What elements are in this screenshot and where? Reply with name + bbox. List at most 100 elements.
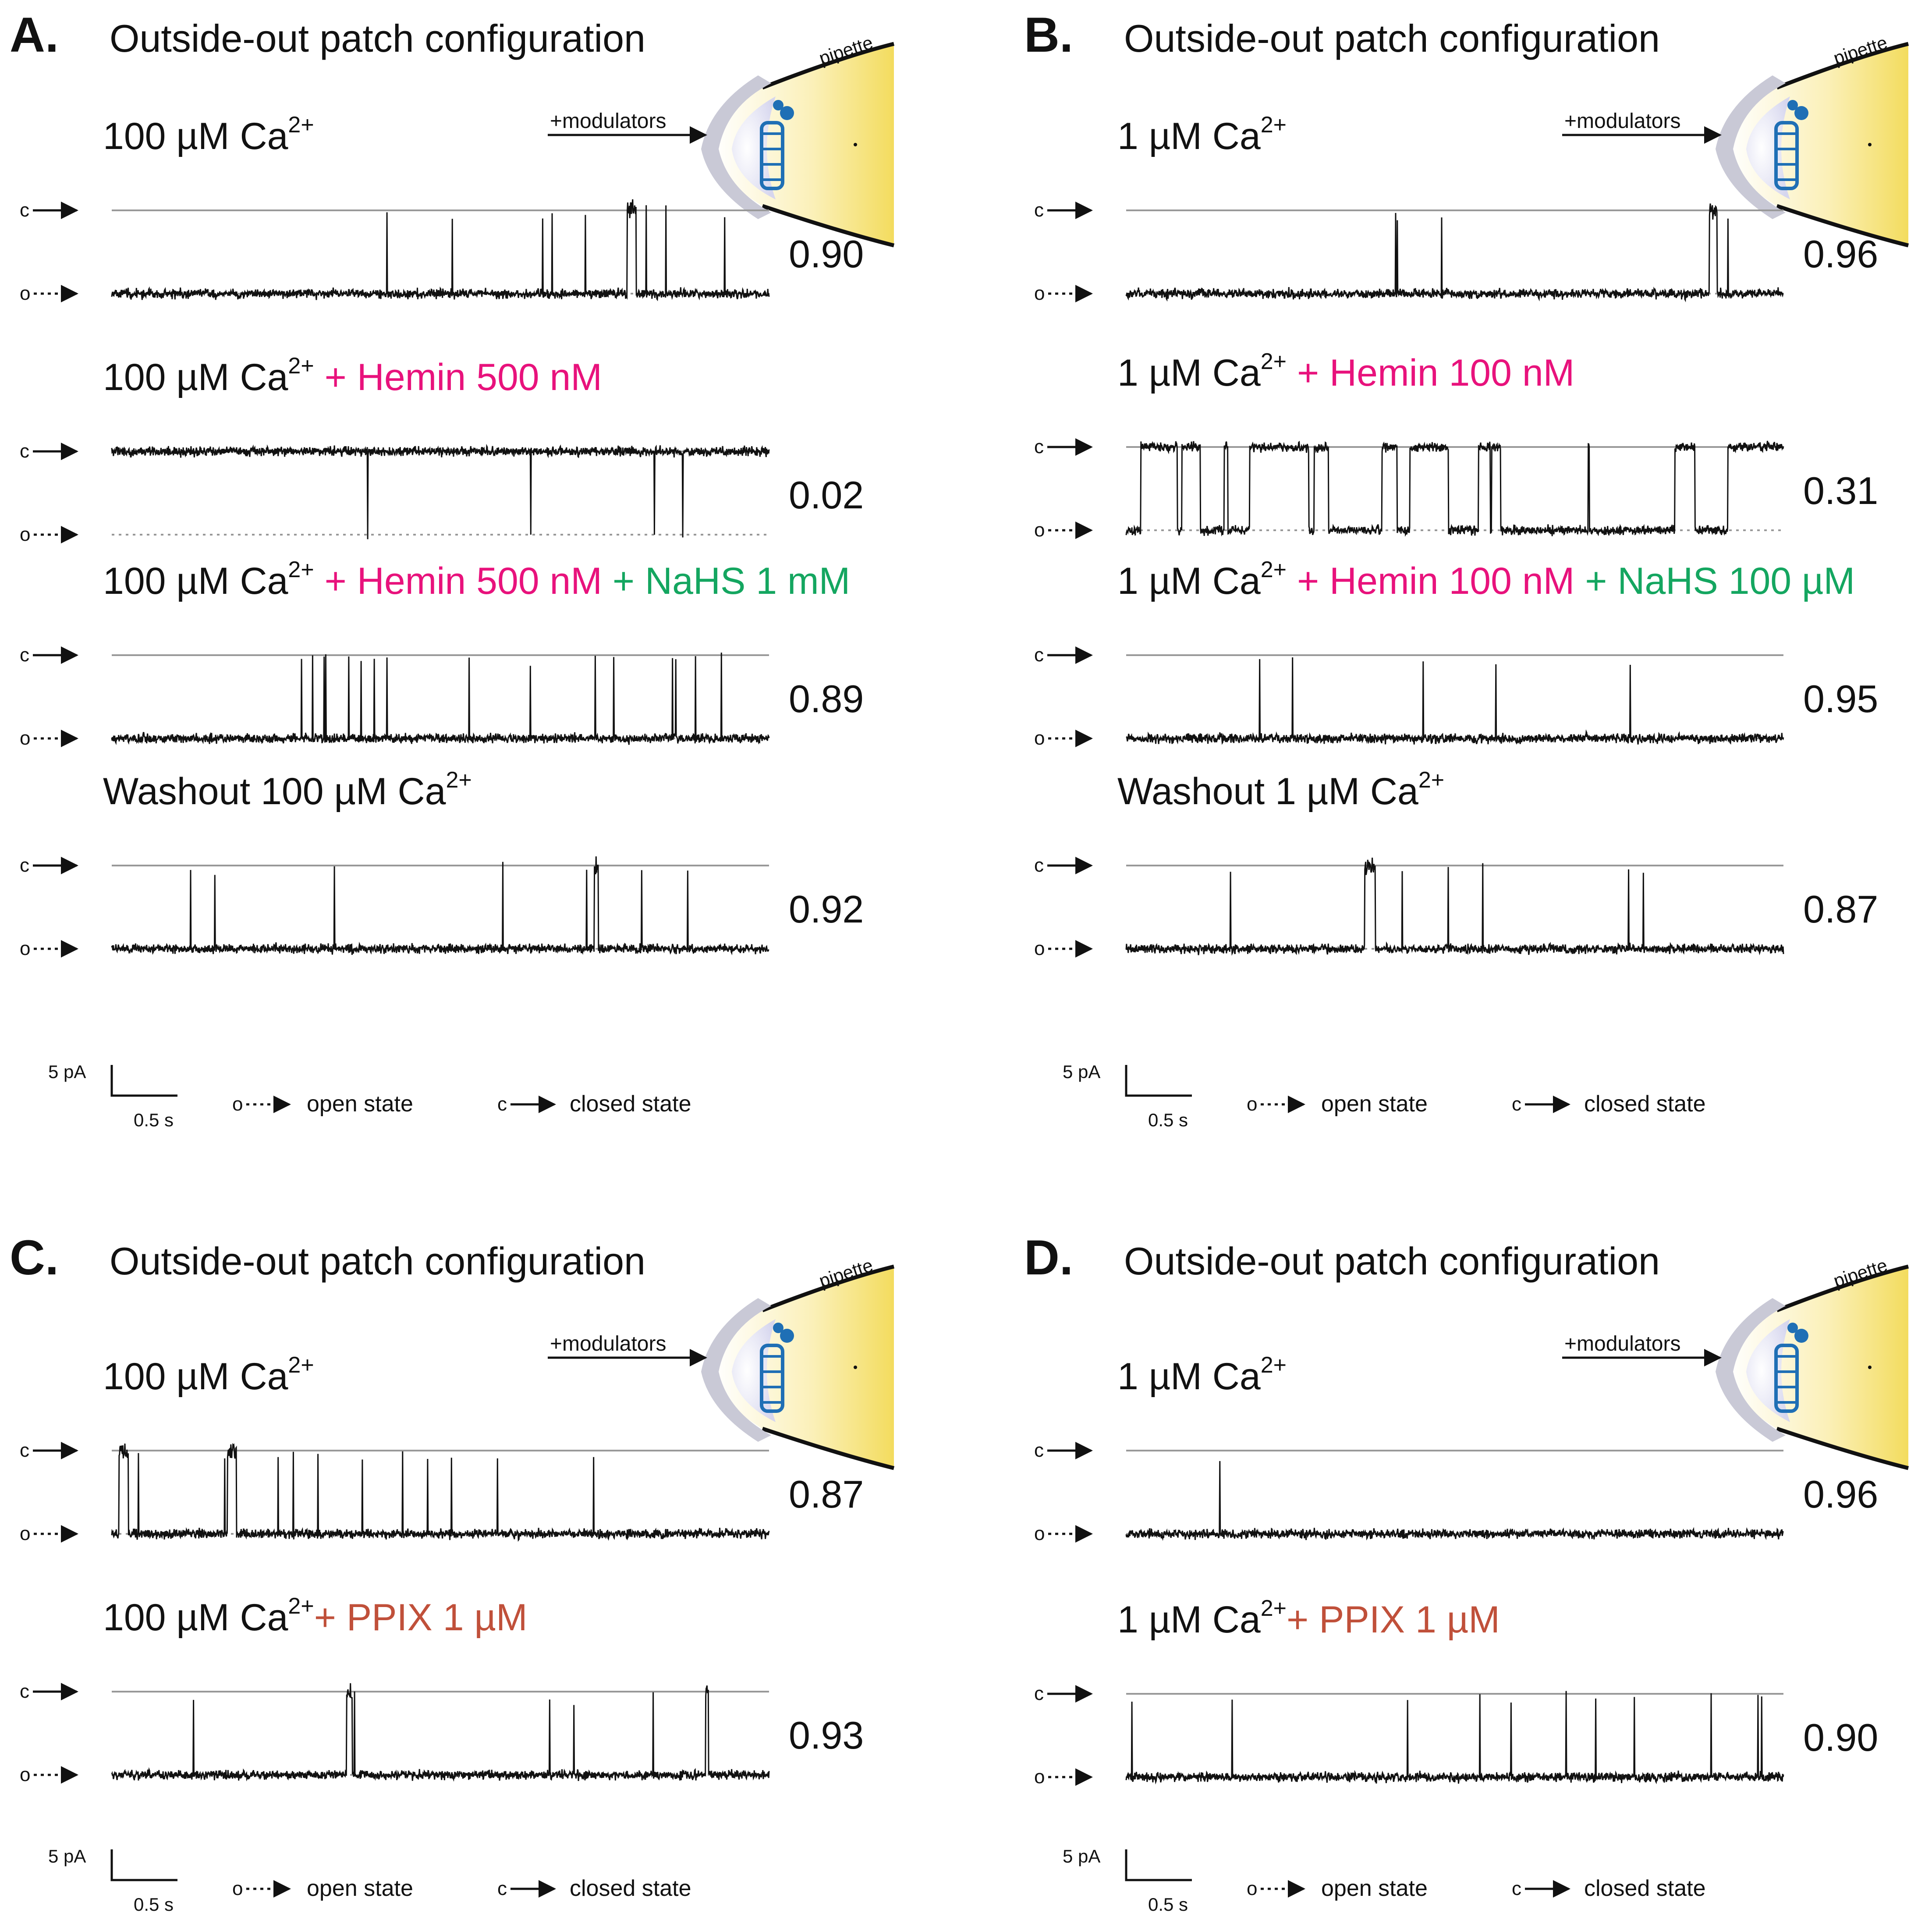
condition-segment: + PPIX 1 µM (1287, 1599, 1500, 1641)
condition-label: 100 µM Ca2+ (103, 112, 314, 157)
panel-c: C. Outside-out patch configuration pipette… (10, 1230, 895, 1915)
condition-segment: + NaHS 100 µM (1574, 560, 1855, 602)
modulators-label: +modulators (550, 110, 666, 133)
condition-segment: 1 µM Ca (1117, 352, 1261, 394)
pipette-schematic: pipette (1716, 32, 1909, 248)
scale-x-label: 0.5 s (134, 1894, 174, 1915)
open-probability-value: 0.87 (789, 1472, 864, 1516)
closed-marker-letter: c (20, 199, 29, 221)
open-marker-letter: o (1034, 1523, 1045, 1544)
closed-marker-letter: c (497, 1093, 507, 1115)
closed-marker-letter: c (497, 1878, 507, 1899)
channel-domain (1787, 1323, 1798, 1333)
scale-bar (1125, 1849, 1192, 1881)
channel-icon (760, 1323, 794, 1413)
scale-bar (110, 1065, 177, 1097)
trace-row: 1 µM Ca2+ c o 0.96 (1034, 1352, 1878, 1544)
patch-membrane (701, 75, 771, 219)
channel-domain (773, 100, 783, 110)
condition-label: Washout 1 µM Ca2+ (1117, 767, 1444, 813)
scale-y-label: 5 pA (1063, 1061, 1100, 1082)
panel-title: Outside-out patch configuration (1124, 17, 1660, 60)
current-trace (111, 444, 770, 539)
open-probability-value: 0.93 (789, 1714, 864, 1757)
ca-superscript: 2+ (288, 1352, 314, 1378)
legend-closed-label: closed state (570, 1091, 691, 1117)
condition-segment: 1 µM Ca (1117, 560, 1261, 602)
ca-superscript: 2+ (1261, 349, 1287, 374)
condition-label: 100 µM Ca2++ PPIX 1 µM (103, 1593, 528, 1639)
pipette-schematic: pipette (1716, 1255, 1909, 1470)
current-trace (1125, 203, 1784, 302)
ca-superscript: 2+ (446, 767, 471, 793)
ca-superscript: 2+ (288, 557, 314, 582)
channel-icon (1774, 1323, 1808, 1413)
patch-membrane (1716, 1298, 1786, 1442)
condition-segment: + Hemin 500 nM (314, 356, 602, 398)
open-probability-value: 0.96 (1803, 1472, 1878, 1516)
open-probability-value: 0.95 (1803, 677, 1878, 720)
pipette-body (1729, 44, 1908, 245)
open-probability-value: 0.96 (1803, 232, 1878, 276)
scale-bar (1125, 1065, 1192, 1097)
condition-segment: 1 µM Ca (1117, 115, 1261, 157)
condition-segment: + Hemin 500 nM (314, 560, 602, 602)
condition-segment: + Hemin 100 nM (1287, 352, 1574, 394)
pipette-dot (1868, 143, 1872, 146)
channel-icon (1774, 100, 1808, 190)
patch-membrane (1716, 75, 1786, 219)
channel-outline (1774, 1344, 1799, 1413)
current-trace (1125, 440, 1784, 537)
scale-x-label: 0.5 s (134, 1110, 174, 1130)
open-probability-value: 0.02 (789, 473, 864, 517)
condition-segment: 1 µM Ca (1117, 1599, 1261, 1641)
legend-closed-label: closed state (570, 1876, 691, 1901)
condition-segment: 100 µM Ca (103, 1597, 288, 1639)
closed-marker-letter: c (1512, 1878, 1521, 1899)
open-marker-letter: o (1247, 1878, 1257, 1899)
closed-marker-letter: c (1034, 644, 1044, 666)
condition-label: 1 µM Ca2+ + Hemin 100 nM + NaHS 100 µM (1117, 557, 1855, 602)
pipette-wall-bottom (762, 204, 895, 248)
scale-y-label: 5 pA (1063, 1846, 1100, 1866)
ca-superscript: 2+ (1261, 112, 1287, 138)
trace-row: 100 µM Ca2+ + Hemin 500 nM c o 0.02 (20, 353, 864, 545)
condition-label: 1 µM Ca2+ + Hemin 100 nM (1117, 349, 1574, 394)
channel-domain (780, 1329, 794, 1343)
condition-segment: 100 µM Ca (103, 115, 288, 157)
open-marker-letter: o (20, 283, 30, 304)
closed-marker-letter: c (1034, 199, 1044, 221)
open-probability-value: 0.89 (789, 677, 864, 720)
modulators-label: +modulators (1564, 1332, 1680, 1355)
trace-row: Washout 100 µM Ca2+ c o 0.92 (20, 767, 864, 959)
legend-open-label: open state (307, 1091, 413, 1117)
pipette-wall-top (1776, 42, 1909, 90)
scale-bar (110, 1849, 177, 1881)
open-marker-letter: o (20, 727, 30, 749)
closed-marker-letter: c (1034, 436, 1044, 458)
condition-segment: 1 µM Ca (1117, 1355, 1261, 1398)
panel-letter: C. (10, 1230, 59, 1285)
ca-superscript: 2+ (1261, 1596, 1287, 1621)
scale-y-label: 5 pA (48, 1061, 86, 1082)
legend-open-label: open state (307, 1876, 413, 1901)
legend-closed-label: closed state (1584, 1091, 1706, 1117)
channel-outline (760, 121, 784, 190)
open-marker-letter: o (1034, 938, 1045, 959)
channel-domain (1794, 1329, 1808, 1343)
open-probability-value: 0.90 (789, 232, 864, 276)
open-marker-letter: o (1034, 519, 1045, 541)
pipette-wall-top (762, 42, 895, 90)
pipette-dot (854, 143, 857, 146)
trace-row: 100 µM Ca2+ c o 0.87 (20, 1352, 864, 1544)
trace-row: 100 µM Ca2+ c o 0.90 (20, 112, 864, 304)
channel-outline (1774, 121, 1799, 190)
pipette-dot (1868, 1366, 1872, 1369)
pipette-wall-top (762, 1264, 895, 1313)
closed-marker-letter: c (20, 440, 29, 462)
pipette-body (1729, 1267, 1908, 1468)
condition-label: 1 µM Ca2+ (1117, 1352, 1287, 1398)
condition-segment: 100 µM Ca (103, 560, 288, 602)
open-marker-letter: o (20, 1523, 30, 1544)
trace-row: 100 µM Ca2++ PPIX 1 µM c o 0.93 (20, 1593, 864, 1785)
